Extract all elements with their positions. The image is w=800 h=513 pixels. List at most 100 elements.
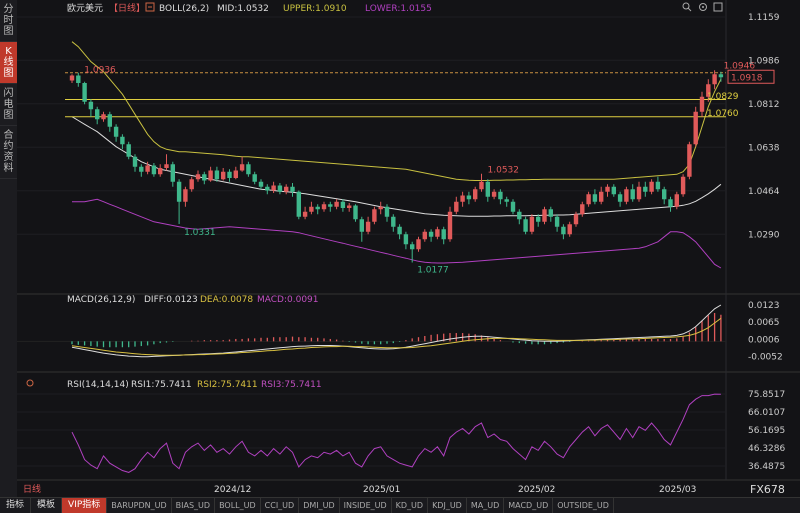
candle-body <box>567 224 572 235</box>
candle-body <box>384 206 390 217</box>
toolbar-tab-9[interactable]: KD_UD <box>392 498 429 513</box>
toolbar-tab-4[interactable]: BIAS_UD <box>172 498 216 513</box>
price-annotations: 1.0936 1.0946 1.0532 1.0331 1.0177 1.0829 1.07… <box>84 61 775 275</box>
annotation-high_right: 1.0946 <box>724 61 756 71</box>
search-icon[interactable] <box>682 2 692 12</box>
candle-body <box>227 171 232 178</box>
annotation-low_1: 1.0331 <box>184 228 216 238</box>
candle-body <box>554 216 560 227</box>
candle-body <box>712 74 717 85</box>
toolbar-tab-6[interactable]: CCI_UD <box>261 498 300 513</box>
toolbar-tab-13[interactable]: OUTSIDE_UD <box>553 498 614 513</box>
period-tag[interactable]: 【日线】 <box>109 2 145 14</box>
boll-icon[interactable] <box>145 2 155 12</box>
price-tick: 1.0638 <box>748 143 780 153</box>
candle-body <box>491 191 497 197</box>
current-price-box <box>727 69 775 84</box>
candle-body <box>321 204 327 210</box>
price-tick: 1.0464 <box>748 187 780 197</box>
expand-icon[interactable] <box>713 2 723 12</box>
macd-tick: 0.0123 <box>748 301 780 311</box>
toolbar-tab-1[interactable]: 模板 <box>31 498 63 513</box>
rsi2-label: RSI2:75.7411 <box>197 380 258 390</box>
macd-tick: -0.0052 <box>748 353 783 363</box>
candle-body <box>113 126 119 137</box>
price-tick: 1.0812 <box>748 100 780 110</box>
boll-label: BOLL(26,2) <box>159 4 209 14</box>
side-tab-3[interactable]: 合 约 资 料 <box>0 126 17 179</box>
candle-body <box>655 181 661 190</box>
toolbar-tab-11[interactable]: MA_UD <box>467 498 505 513</box>
candle-body <box>271 185 276 191</box>
indicator-toolbar: 指标 模板 VIP指标 BARUPDN_UD BIAS_UD BOLL_UD CCI_UD D… <box>0 497 800 513</box>
x-label-feb: 2025/02 <box>518 485 555 495</box>
toolbar-tab-12[interactable]: MACD_UD <box>504 498 554 513</box>
candle-body <box>674 194 679 207</box>
rsi-tick: 36.4875 <box>748 462 785 472</box>
rsi-toggle-icon[interactable] <box>26 379 34 387</box>
candle-body <box>592 194 598 202</box>
rsi1-label: RSI1:75.7411 <box>131 380 192 390</box>
candle-body <box>397 226 402 235</box>
toolbar-tab-8[interactable]: INSIDE_UD <box>340 498 392 513</box>
candle-body <box>302 211 308 217</box>
settings-icon[interactable] <box>699 3 707 11</box>
candle-body <box>120 136 125 145</box>
candle-body <box>265 186 270 191</box>
candle-body <box>473 189 478 200</box>
candle-body <box>353 205 358 220</box>
candle-body <box>101 114 106 120</box>
macd-panel: 0.0123 0.0065 0.0006 -0.0052 <box>17 301 783 363</box>
candle-body <box>428 231 434 237</box>
candle-body <box>460 195 465 202</box>
candle-body <box>252 174 257 182</box>
side-tab-2[interactable]: 闪 电 图 <box>0 84 17 126</box>
price-level-lines <box>65 72 726 118</box>
candle-body <box>233 170 238 178</box>
candle-body <box>88 101 94 110</box>
candle-body <box>202 174 207 181</box>
candle-body <box>561 226 566 235</box>
candle-body <box>435 229 440 237</box>
candle-body <box>718 74 724 78</box>
mid-label: MID:1.0532 <box>217 4 269 14</box>
candle-body <box>485 181 490 197</box>
candle-body <box>365 221 371 232</box>
toolbar-tab-7[interactable]: DMI_UD <box>299 498 340 513</box>
candle-body <box>599 191 604 202</box>
toolbar-tab-3[interactable]: BARUPDN_UD <box>107 498 172 513</box>
candle-body <box>693 111 698 145</box>
candle-body <box>372 209 377 222</box>
candle-body <box>422 231 427 240</box>
macd-value-label: MACD:0.0091 <box>257 295 319 305</box>
upper-label: UPPER:1.0910 <box>283 4 347 14</box>
candle-body <box>334 201 339 207</box>
side-tab-0[interactable]: 分 时 图 <box>0 0 17 42</box>
candle-body <box>580 204 585 215</box>
chart-canvas: 欧元美元 【日线】 BOLL(26,2) MID:1.0532 UPPER:1.… <box>17 0 800 497</box>
annotation-low_2: 1.0177 <box>417 265 449 275</box>
candle-body <box>170 164 175 182</box>
candle-body <box>391 216 396 227</box>
candle-body <box>315 206 320 210</box>
side-tab-1[interactable]: K 线 图 <box>0 42 17 84</box>
candle-body <box>284 186 289 192</box>
boll-upper-line <box>71 41 722 181</box>
candle-body <box>258 181 264 187</box>
candlestick-series <box>69 70 724 263</box>
macd-diff-label: DIFF:0.0123 <box>144 295 198 305</box>
candle-body <box>403 234 409 245</box>
toolbar-tab-10[interactable]: KDJ_UD <box>428 498 467 513</box>
candle-body <box>466 195 472 200</box>
x-period-label[interactable]: 日线 <box>23 483 41 495</box>
annotation-high_left: 1.0936 <box>84 65 116 75</box>
candle-body <box>529 216 535 232</box>
toolbar-tab-5[interactable]: BOLL_UD <box>215 498 261 513</box>
rsi-line <box>71 393 721 473</box>
toolbar-tab-0[interactable]: 指标 <box>0 498 32 513</box>
candle-body <box>510 201 516 212</box>
candle-body <box>699 96 705 112</box>
candle-body <box>542 209 547 222</box>
toolbar-tab-2[interactable]: VIP指标 <box>62 498 108 513</box>
